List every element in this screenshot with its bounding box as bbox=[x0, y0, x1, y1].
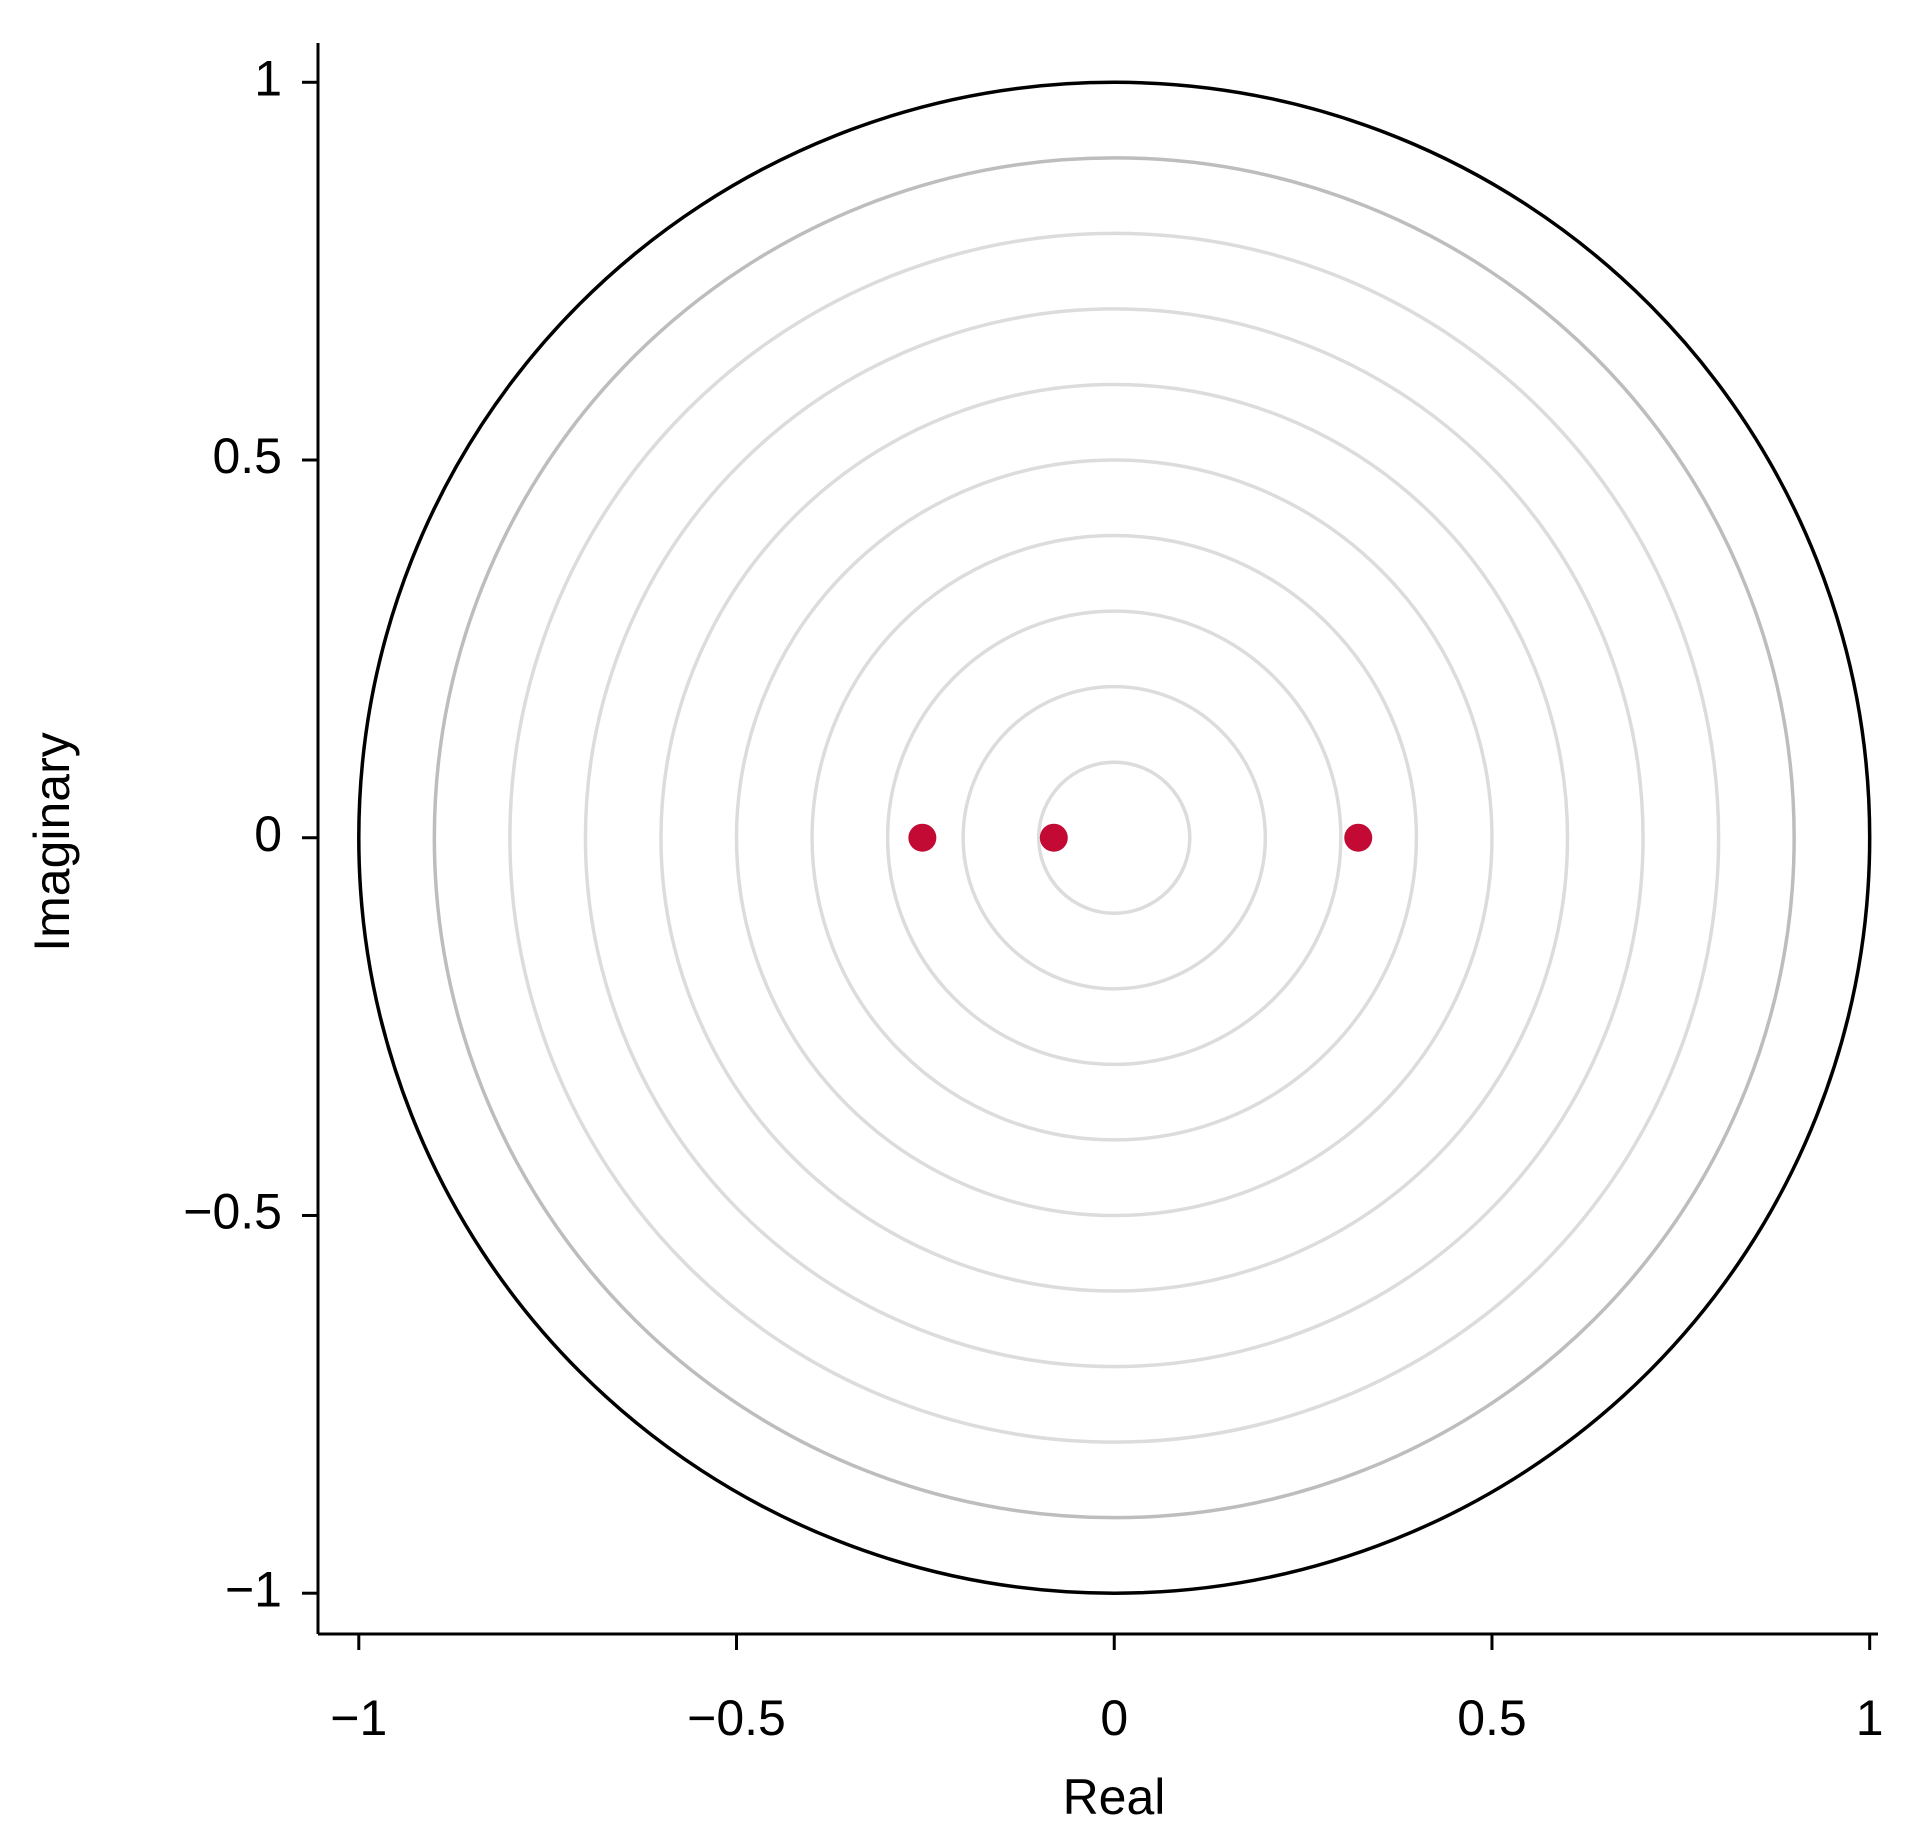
y-tick-label: 0 bbox=[254, 806, 282, 862]
x-tick-label: −0.5 bbox=[687, 1690, 786, 1746]
reference-circle bbox=[885, 609, 1343, 1067]
reference-circle bbox=[1036, 760, 1192, 916]
point bbox=[1039, 823, 1068, 852]
y-tick-label: −0.5 bbox=[183, 1184, 282, 1240]
y-tick-label: 0.5 bbox=[212, 428, 282, 484]
point bbox=[908, 823, 937, 852]
x-tick-label: 1 bbox=[1856, 1690, 1884, 1746]
reference-circle bbox=[357, 80, 1872, 1595]
reference-circle bbox=[810, 533, 1419, 1142]
y-tick-label: −1 bbox=[225, 1561, 282, 1617]
reference-circle bbox=[583, 307, 1645, 1369]
point bbox=[1344, 823, 1373, 852]
y-tick-label: 1 bbox=[254, 50, 282, 106]
reference-circle bbox=[659, 382, 1570, 1293]
reference-circle bbox=[508, 231, 1721, 1444]
reference-circle bbox=[432, 156, 1796, 1520]
y-axis-title: Imaginary bbox=[24, 732, 80, 952]
x-tick-label: 0 bbox=[1100, 1690, 1128, 1746]
x-tick-label: −1 bbox=[330, 1690, 387, 1746]
x-axis-title: Real bbox=[1063, 1769, 1166, 1825]
x-tick-label: 0.5 bbox=[1457, 1690, 1527, 1746]
reference-circle bbox=[734, 458, 1494, 1218]
reference-circle bbox=[961, 684, 1268, 991]
